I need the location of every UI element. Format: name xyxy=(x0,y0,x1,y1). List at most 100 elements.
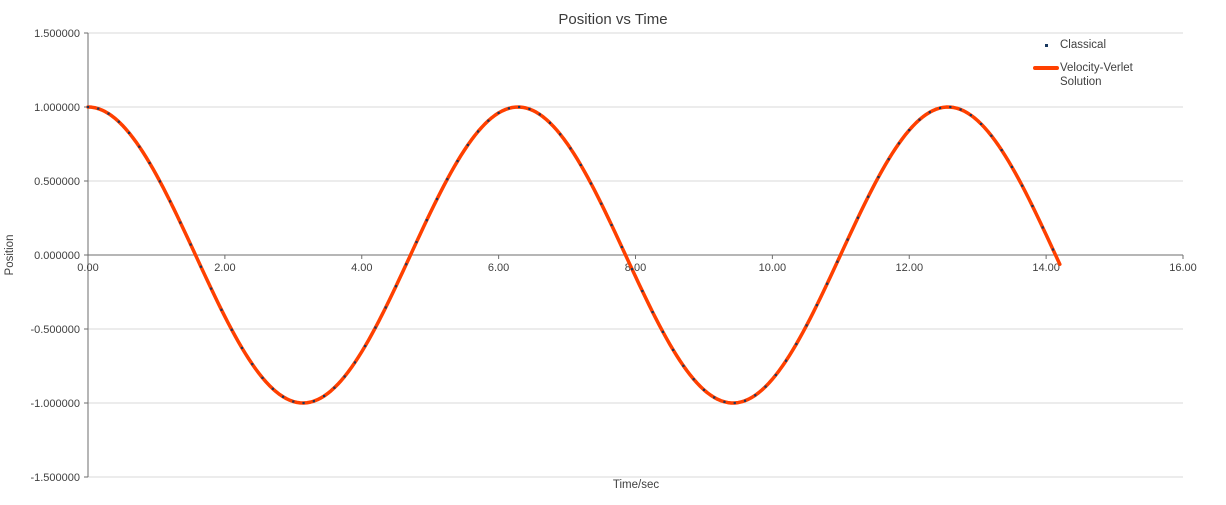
classical-marker-point xyxy=(846,238,849,241)
classical-marker-point xyxy=(528,107,531,111)
classical-marker-point xyxy=(774,373,777,377)
classical-marker-point xyxy=(733,401,736,405)
classical-marker-point xyxy=(651,310,654,314)
classical-marker-point xyxy=(466,143,469,147)
x-tick-label: 10.00 xyxy=(759,262,787,274)
classical-marker-point xyxy=(251,363,254,366)
classical-marker-point xyxy=(323,394,326,398)
classical-marker-point xyxy=(415,240,418,244)
y-tick-label: 1.500000 xyxy=(34,28,80,40)
classical-marker-point xyxy=(990,134,993,137)
classical-marker-point xyxy=(148,161,151,165)
classical-marker-point xyxy=(292,400,295,403)
classical-marker-point xyxy=(867,195,870,198)
classical-marker-point xyxy=(815,304,818,307)
legend-item-classical[interactable]: Classical xyxy=(1032,38,1154,52)
classical-marker-point xyxy=(569,147,572,150)
classical-marker-point xyxy=(918,118,921,121)
classical-marker-point xyxy=(507,107,510,110)
classical-marker-point xyxy=(980,122,983,126)
classical-marker-point xyxy=(661,330,664,333)
classical-marker-point xyxy=(117,120,120,123)
classical-marker-point xyxy=(374,326,377,329)
classical-marker-point xyxy=(394,285,398,288)
classical-marker-point xyxy=(897,142,901,145)
classical-marker-point xyxy=(240,346,244,350)
verlet-marker-zone xyxy=(1032,61,1060,70)
classical-marker-point xyxy=(199,265,203,268)
classical-marker-point xyxy=(189,243,192,246)
legend-label-velocity-verlet: Velocity-Verlet Solution xyxy=(1060,62,1133,88)
legend: Classical Velocity-Verlet Solution xyxy=(1032,38,1154,98)
y-tick-label: 0.000000 xyxy=(34,250,80,262)
classical-marker-point xyxy=(938,106,942,110)
classical-marker-point xyxy=(1031,204,1034,208)
classical-marker-zone xyxy=(1032,38,1060,47)
y-tick-label: -1.500000 xyxy=(30,472,80,484)
classical-marker-point xyxy=(158,180,161,183)
classical-marker-point xyxy=(1041,226,1044,229)
classical-marker-point xyxy=(969,114,972,117)
classical-marker-point xyxy=(579,163,582,167)
classical-marker-point xyxy=(589,182,593,185)
classical-marker-point xyxy=(764,385,767,388)
classical-marker-point xyxy=(559,133,562,136)
y-axis-title: Position xyxy=(4,235,16,276)
axes xyxy=(84,32,1184,478)
classical-marker-point xyxy=(743,399,747,402)
x-tick-label: 2.00 xyxy=(214,262,235,274)
classical-marker-point xyxy=(692,378,695,381)
classical-marker-point xyxy=(784,359,788,362)
y-tick-label: 0.500000 xyxy=(34,176,80,188)
classical-marker-point xyxy=(610,223,613,227)
classical-marker-point xyxy=(405,263,408,266)
classical-marker-point xyxy=(641,289,644,293)
chart-title: Position vs Time xyxy=(558,11,667,28)
classical-marker-point xyxy=(384,306,387,309)
x-tick-label: 4.00 xyxy=(351,262,372,274)
classical-marker-point xyxy=(826,282,829,285)
classical-marker-point xyxy=(281,395,285,398)
x-tick-label: 12.00 xyxy=(896,262,924,274)
x-tick-label: 0.00 xyxy=(77,262,98,274)
tick-labels: 1.500000 1.000000 0.500000 0.000000 -0.50000… xyxy=(30,28,1196,484)
classical-marker-point xyxy=(713,396,716,399)
legend-item-velocity-verlet[interactable]: Velocity-Verlet Solution xyxy=(1032,61,1154,89)
classical-marker-point xyxy=(1010,165,1014,169)
classical-marker-point xyxy=(856,216,860,219)
classical-marker-point xyxy=(435,197,439,201)
classical-marker-point xyxy=(682,364,685,367)
classical-marker-point xyxy=(723,400,726,403)
classical-marker-point xyxy=(949,105,952,109)
x-axis-title: Time/sec xyxy=(613,479,659,491)
classical-marker-point xyxy=(887,158,890,161)
classical-marker-point xyxy=(630,268,634,271)
classical-marker-point xyxy=(230,328,233,331)
classical-marker-point xyxy=(877,175,880,179)
y-tick-label: -0.500000 xyxy=(30,324,80,336)
classical-marker-point xyxy=(169,200,172,203)
classical-marker-point xyxy=(456,159,459,163)
velocity-verlet-curve xyxy=(86,105,1062,405)
classical-marker-point xyxy=(312,400,315,403)
classical-marker-point xyxy=(620,245,623,249)
classical-marker-icon xyxy=(1044,44,1048,47)
classical-marker-point xyxy=(343,375,346,378)
classical-marker-point xyxy=(138,145,141,148)
classical-marker-point xyxy=(476,130,480,133)
classical-marker-point xyxy=(97,107,100,110)
classical-marker-point xyxy=(928,111,931,114)
classical-marker-point xyxy=(702,388,706,391)
classical-marker-point xyxy=(1051,248,1055,251)
classical-marker-point xyxy=(353,361,357,364)
classical-marker-point xyxy=(600,202,603,205)
x-tick-label: 6.00 xyxy=(488,262,509,274)
classical-marker-point xyxy=(210,287,213,290)
classical-marker-point xyxy=(127,131,131,134)
y-tick-label: -1.000000 xyxy=(30,398,80,410)
classical-marker-point xyxy=(487,119,490,122)
legend-label-classical: Classical xyxy=(1060,39,1107,51)
classical-marker-point xyxy=(672,348,675,351)
